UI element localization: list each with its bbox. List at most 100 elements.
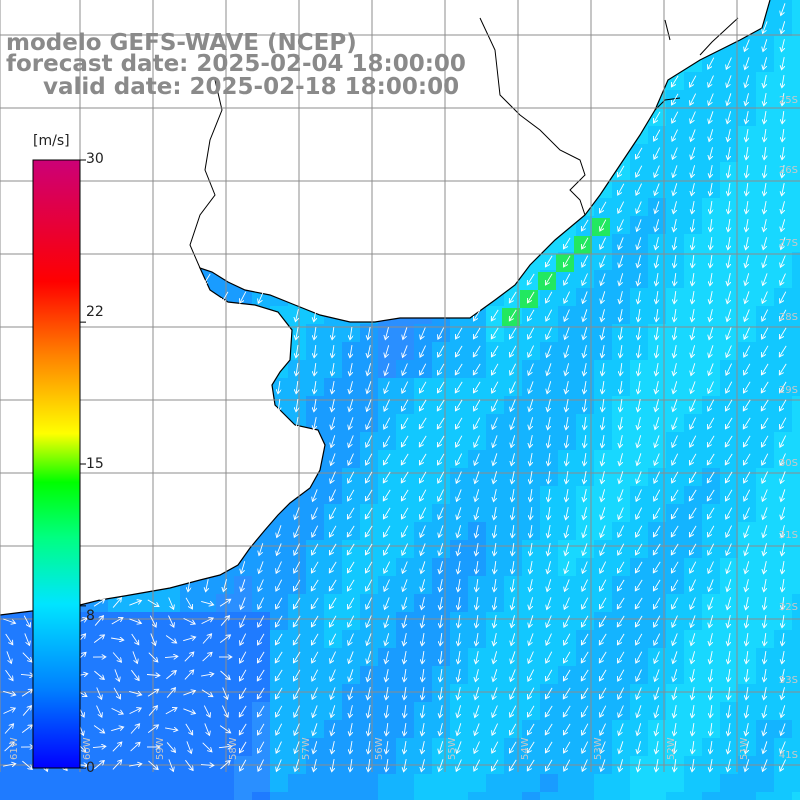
wind-speed-cell [288, 774, 306, 792]
wind-speed-cell [216, 792, 234, 800]
wind-speed-cell [792, 306, 800, 324]
wind-speed-cell [792, 792, 800, 800]
wind-speed-cell [792, 666, 800, 684]
wind-speed-cell [198, 774, 216, 792]
wind-speed-cell [792, 342, 800, 360]
wind-speed-cell [792, 72, 800, 90]
wind-speed-cell [432, 774, 450, 792]
wind-speed-cell [180, 774, 198, 792]
lat-label: 41S [778, 750, 798, 761]
wind-speed-cell [538, 272, 556, 290]
wind-speed-cell [774, 792, 792, 800]
wind-speed-cell [0, 792, 18, 800]
wind-speed-cell [792, 648, 800, 666]
wind-speed-cell [486, 792, 504, 800]
wind-speed-cell [612, 774, 630, 792]
wind-speed-cell [414, 774, 432, 792]
wind-speed-cell [792, 360, 800, 378]
lon-label: 57W [301, 737, 312, 760]
wind-speed-cell [720, 774, 738, 792]
wind-speed-cell [396, 792, 414, 800]
wind-speed-cell [126, 774, 144, 792]
wind-speed-cell [792, 396, 800, 414]
wind-speed-cell [592, 218, 610, 236]
lon-label: 54W [520, 737, 531, 760]
wind-speed-cell [666, 792, 684, 800]
wind-speed-cell [54, 792, 72, 800]
wind-speed-cell [792, 738, 800, 756]
wind-speed-cell [792, 198, 800, 216]
wind-speed-cell [594, 774, 612, 792]
wind-speed-cell [792, 0, 800, 18]
wind-speed-cell [162, 792, 180, 800]
wind-speed-cell [378, 792, 396, 800]
wind-speed-cell [792, 144, 800, 162]
wind-speed-cell [574, 236, 592, 254]
wind-speed-cell [234, 774, 252, 792]
wind-speed-cell [520, 290, 538, 308]
wind-speed-cell [540, 792, 558, 800]
wind-speed-cell [324, 792, 342, 800]
wind-speed-cell [558, 792, 576, 800]
lat-label: 30S [778, 458, 798, 469]
wind-speed-cell [792, 234, 800, 252]
wind-speed-cell [792, 108, 800, 126]
wind-speed-cell [792, 594, 800, 612]
lat-label: 31S [778, 530, 798, 541]
wind-speed-cell [540, 774, 558, 792]
wind-speed-cell [504, 774, 522, 792]
wind-speed-cell [72, 774, 90, 792]
wind-speed-cell [792, 774, 800, 792]
wind-speed-cell [144, 774, 162, 792]
wind-speed-cell [18, 774, 36, 792]
wind-speed-cell [792, 702, 800, 720]
wind-speed-cell [360, 774, 378, 792]
wind-speed-cell [432, 792, 450, 800]
lon-label: 55W [447, 737, 458, 760]
wind-speed-cell [792, 720, 800, 738]
wind-speed-cell [576, 774, 594, 792]
wind-speed-cell [162, 774, 180, 792]
wind-speed-cell [792, 558, 800, 576]
wind-speed-cell [54, 774, 72, 792]
wind-speed-cell [522, 792, 540, 800]
colorbar-unit: [m/s] [33, 133, 70, 149]
wind-speed-cell [234, 792, 252, 800]
lon-label: 53W [593, 737, 604, 760]
wind-speed-cell [594, 792, 612, 800]
wind-speed-cell [792, 468, 800, 486]
wind-speed-cell [702, 774, 720, 792]
lon-label: 61W [9, 737, 20, 760]
wind-speed-cell [792, 126, 800, 144]
wind-speed-cell [306, 774, 324, 792]
wind-speed-cell [792, 504, 800, 522]
wind-speed-cell [252, 774, 270, 792]
wind-speed-cell [378, 774, 396, 792]
wind-speed-cell [216, 774, 234, 792]
lon-label: 60W [82, 737, 93, 760]
colorbar-tick-label: 22 [86, 304, 104, 320]
wind-speed-cell [252, 792, 270, 800]
wind-speed-cell [738, 774, 756, 792]
colorbar-tick-label: 15 [86, 456, 104, 472]
wind-speed-cell [306, 792, 324, 800]
colorbar-tick-label: 0 [86, 760, 95, 776]
wind-speed-cell [756, 774, 774, 792]
wind-speed-cell [792, 630, 800, 648]
colorbar-tick-label: 30 [86, 151, 104, 167]
wind-speed-cell [144, 792, 162, 800]
wind-speed-cell [792, 522, 800, 540]
wind-speed-cell [684, 774, 702, 792]
wind-speed-cell [450, 792, 468, 800]
wind-speed-cell [738, 792, 756, 800]
wind-speed-cell [360, 792, 378, 800]
wind-speed-cell [792, 90, 800, 108]
wind-speed-cell [396, 774, 414, 792]
wind-speed-cell [126, 792, 144, 800]
wind-speed-cell [792, 378, 800, 396]
wind-speed-cell [450, 774, 468, 792]
wind-speed-cell [288, 792, 306, 800]
wind-speed-cell [702, 792, 720, 800]
wind-speed-cell [630, 792, 648, 800]
